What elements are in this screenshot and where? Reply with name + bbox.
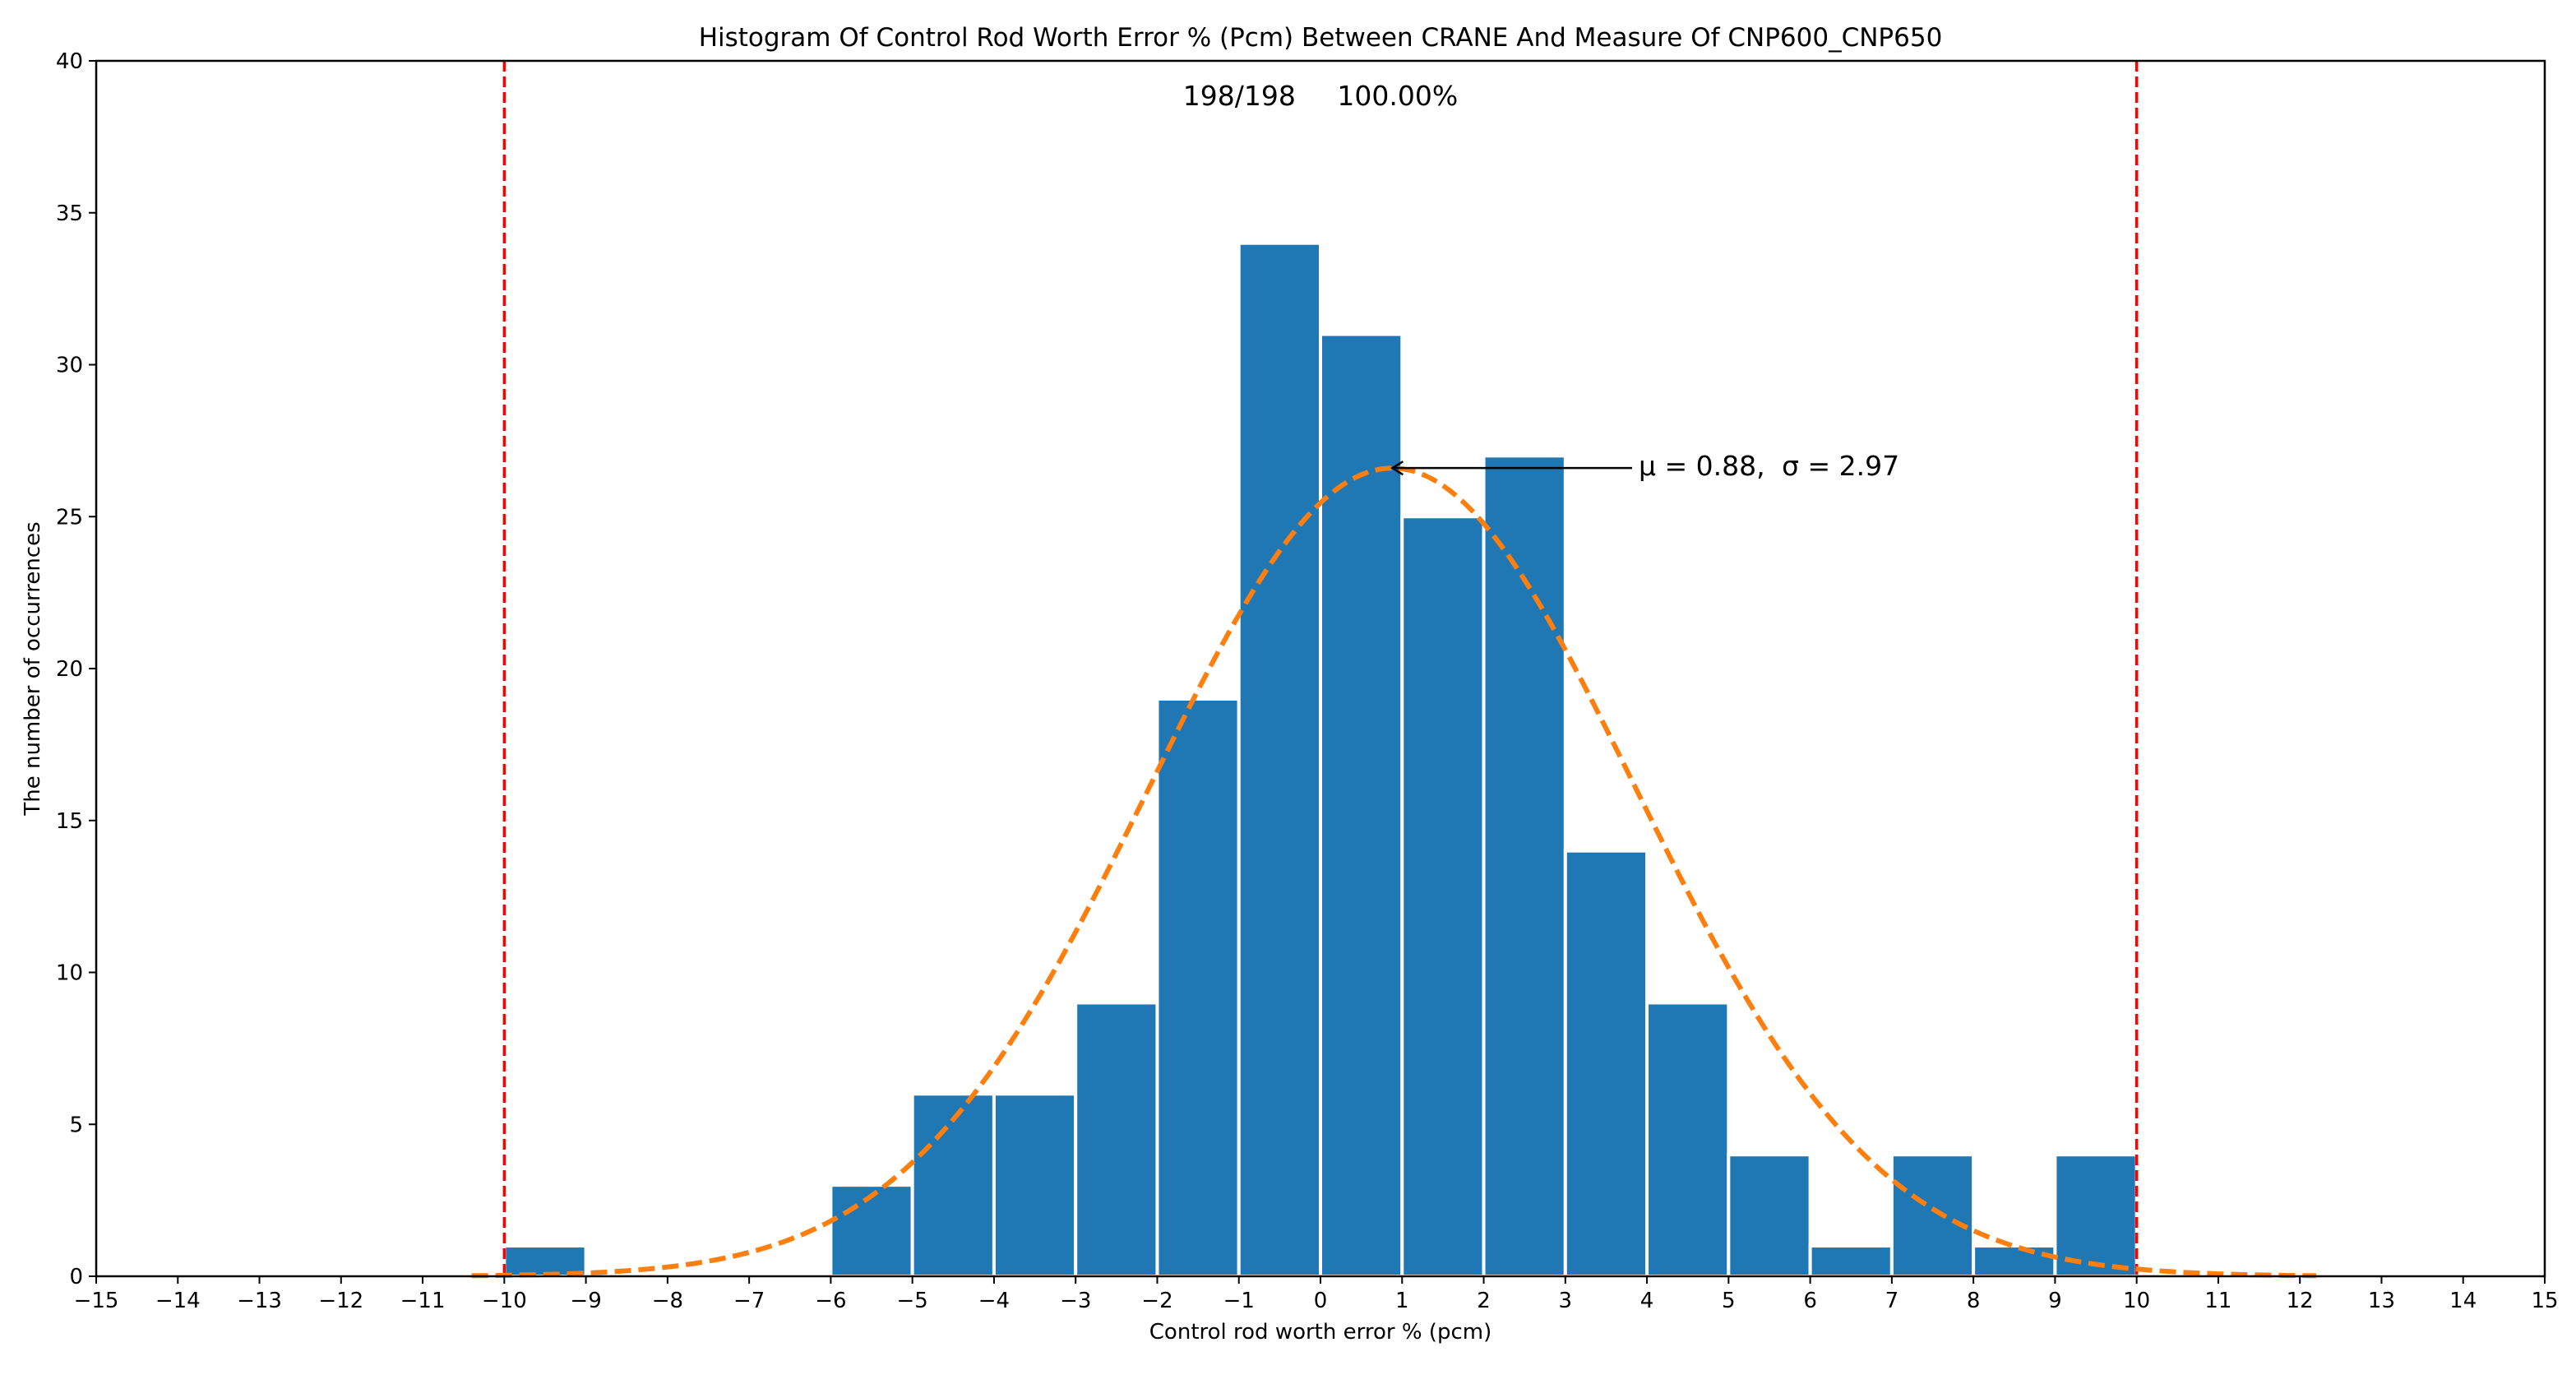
histogram-bar	[1074, 1001, 1159, 1278]
annotation-arrow-head	[1390, 461, 1404, 476]
x-tick-label: 2	[1477, 1289, 1491, 1313]
y-axis-title: The number of occurrences	[21, 521, 45, 816]
histogram-bar	[1400, 515, 1486, 1278]
histogram-bar	[1808, 1244, 1894, 1279]
x-tick-label: −4	[978, 1289, 1010, 1313]
x-tick-label: −5	[897, 1289, 928, 1313]
x-tick-label: 3	[1559, 1289, 1573, 1313]
x-tick-label: −9	[570, 1289, 601, 1313]
count-text: 198/198	[1183, 80, 1296, 112]
stats-sigma-label: σ = 2.97	[1782, 450, 1899, 482]
histogram-bar	[910, 1092, 996, 1279]
chart-title: Histogram Of Control Rod Worth Error % (…	[699, 23, 1943, 53]
histogram-bar	[1155, 697, 1241, 1278]
x-tick-label: −1	[1223, 1289, 1255, 1313]
x-tick-label: 11	[2204, 1289, 2231, 1313]
x-tick-label: 0	[1314, 1289, 1328, 1313]
histogram-bar	[1727, 1153, 1812, 1278]
x-tick-label: 8	[1967, 1289, 1981, 1313]
stats-annotation: μ = 0.88, σ = 2.97	[1390, 450, 1899, 482]
x-tick-label: −10	[482, 1289, 527, 1313]
x-tick-label: 10	[2123, 1289, 2150, 1313]
x-tick-label: 4	[1640, 1289, 1654, 1313]
x-tick-label: −11	[400, 1289, 446, 1313]
histogram-bar	[1645, 1001, 1731, 1278]
histogram-bar	[1482, 454, 1567, 1278]
y-tick-label: 5	[69, 1113, 83, 1137]
stats-mu-label: μ = 0.88,	[1639, 450, 1765, 482]
normal-fit-curve	[471, 465, 2317, 1279]
y-axis: 0 5 10 15 20 25 30 35 40	[56, 49, 96, 1289]
x-tick-label: −15	[74, 1289, 119, 1313]
y-tick-label: 0	[69, 1265, 83, 1289]
count-annotation: 198/198 100.00%	[1183, 80, 1458, 112]
x-tick-label: −3	[1060, 1289, 1091, 1313]
x-tick-label: 5	[1722, 1289, 1736, 1313]
x-tick-label: 15	[2531, 1289, 2558, 1313]
x-tick-label: 1	[1395, 1289, 1409, 1313]
x-tick-label: −6	[815, 1289, 846, 1313]
y-tick-label: 25	[56, 505, 83, 530]
x-tick-label: −7	[733, 1289, 765, 1313]
x-axis-title: Control rod worth error % (pcm)	[1149, 1320, 1491, 1345]
x-tick-label: −13	[237, 1289, 282, 1313]
stats-annotation-text: μ = 0.88, σ = 2.97	[1639, 450, 1899, 482]
histogram-bar	[1889, 1153, 1976, 1278]
y-tick-label: 10	[56, 961, 83, 986]
x-tick-label: 13	[2368, 1289, 2395, 1313]
y-tick-label: 35	[56, 201, 83, 226]
x-tick-label: 7	[1885, 1289, 1899, 1313]
histogram-bar	[992, 1092, 1078, 1279]
y-tick-label: 40	[56, 49, 83, 74]
x-tick-label: 12	[2287, 1289, 2314, 1313]
histogram-bar	[1972, 1244, 2057, 1279]
histogram-bar	[1563, 849, 1649, 1278]
y-tick-label: 20	[56, 657, 83, 682]
bars-layer	[502, 241, 2139, 1279]
x-tick-label: 9	[2048, 1289, 2062, 1313]
y-tick-label: 30	[56, 354, 83, 378]
histogram-bar	[1237, 241, 1322, 1279]
y-tick-label: 15	[56, 809, 83, 834]
x-tick-label: −2	[1141, 1289, 1172, 1313]
x-tick-label: 6	[1803, 1289, 1817, 1313]
histogram-bar	[829, 1183, 914, 1279]
percent-text: 100.00%	[1337, 80, 1458, 112]
x-tick-label: −14	[155, 1289, 201, 1313]
x-axis: −15 −14 −13 −12 −11 −10 −9 −8 −7 −6 −5 −4 −3 −2 −1 0 1 2 3…	[74, 1276, 2559, 1313]
x-tick-label: −8	[652, 1289, 683, 1313]
x-tick-label: 14	[2449, 1289, 2477, 1313]
histogram-bar	[2053, 1153, 2139, 1278]
x-tick-label: −12	[318, 1289, 363, 1313]
